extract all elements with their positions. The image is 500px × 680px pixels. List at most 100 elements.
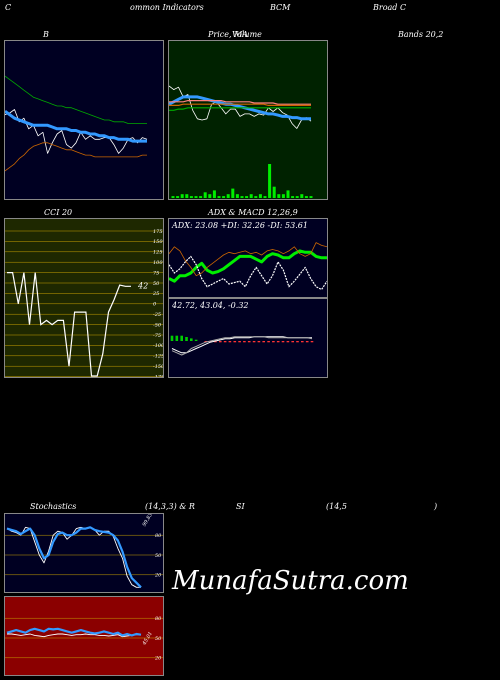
rsi-tick-label: 20 <box>154 656 162 662</box>
macd-signal-line <box>171 336 312 354</box>
stoch-series-1 <box>6 526 142 589</box>
macd-hist-bar <box>267 341 270 343</box>
cci-line <box>7 271 131 377</box>
rsi-last-label: 45.01 <box>141 631 154 647</box>
header-symbol: BCM <box>270 3 291 12</box>
cci-tick-label: -125 <box>153 354 163 360</box>
adx-panel: ADX: 23.08 +DI: 32.26 -DI: 53.61 <box>168 218 328 298</box>
macd-line <box>171 336 313 356</box>
macd-hist-bar <box>276 341 280 343</box>
volume-bar <box>212 190 216 198</box>
macd-hist-bar <box>305 341 309 343</box>
stoch-series-0 <box>6 526 141 588</box>
macd-hist-bar <box>310 341 314 343</box>
cci-tick-label: 125 <box>153 250 163 256</box>
macd-hist-bar <box>301 341 304 343</box>
adx-series-1 <box>169 242 327 277</box>
cci-tick-label: 75 <box>153 270 159 276</box>
cci-tick-label: 100 <box>153 260 163 266</box>
cci-tick-label: -75 <box>153 333 161 339</box>
price-series-2 <box>169 99 311 105</box>
macd-hist-bar <box>180 335 183 341</box>
cci-tick-label: 175 <box>153 229 163 235</box>
volume-bar <box>258 194 262 198</box>
rsi-tick-label: 50 <box>155 636 162 642</box>
macd-hist-bar <box>219 341 222 343</box>
macd-hist-bar <box>281 341 285 343</box>
adx-macd-title: ADX & MACD 12,26,9 <box>208 208 298 217</box>
volume-bar <box>277 194 281 198</box>
macd-hist-bar <box>194 339 198 341</box>
cci-tick-label: 25 <box>152 291 159 297</box>
bands-panel <box>4 40 164 200</box>
volume-bar <box>226 194 230 198</box>
volume-bar <box>300 194 304 198</box>
cci-tick-label: -50 <box>153 322 162 328</box>
volume-bar <box>281 194 285 198</box>
macd-hist-bar <box>296 341 299 343</box>
volume-bar <box>189 196 193 198</box>
macd-hist-bar <box>243 341 246 343</box>
stoch-last-label: 99.83 <box>142 514 154 528</box>
cci-chart: 175 150 125 100 75 50 25 0 -25 -50 -75 -100 -125 -150… <box>5 229 163 377</box>
cci-tick-label: 50 <box>153 281 160 287</box>
rsi-close-paren: ) <box>434 502 438 511</box>
macd-hist-bar <box>233 341 237 343</box>
volume-bar <box>240 196 244 198</box>
volume-bar <box>199 196 203 198</box>
volume-bar <box>180 194 184 198</box>
stoch-tick-label: 80 <box>155 533 162 539</box>
volume-bar <box>176 196 180 198</box>
macd-hist-bar <box>175 335 179 341</box>
stoch-tick-label: 50 <box>155 553 162 559</box>
volume-bar <box>245 196 249 198</box>
adx-values-label: ADX: 23.08 +DI: 32.26 -DI: 53.61 <box>171 221 308 230</box>
price-series-3 <box>169 103 311 107</box>
cci-tick-label: 150 <box>153 239 163 245</box>
price-series-1 <box>169 95 311 121</box>
macd-hist-bar <box>272 341 275 343</box>
price-chart <box>169 85 313 198</box>
macd-hist-bar <box>262 341 265 343</box>
adx-series-2 <box>169 255 327 291</box>
watermark: MunafaSutra.com <box>172 566 409 596</box>
stoch-params: (14,3,3) & R <box>145 502 195 511</box>
volume-bar <box>235 194 239 198</box>
price-panel <box>168 40 328 200</box>
volume-bar <box>291 196 295 198</box>
stoch-chart: 80 50 20 99.83 <box>5 514 163 589</box>
volume-bar <box>268 164 272 198</box>
cci-tick-label: 0 <box>153 302 157 308</box>
bands-series-0 <box>5 109 148 154</box>
macd-hist-bar <box>286 341 290 343</box>
rsi-series-0 <box>7 633 141 638</box>
rsi-series-1 <box>6 627 142 637</box>
cci-last-label: 42 <box>137 281 148 290</box>
volume-bar <box>194 196 198 198</box>
macd-hist-bar <box>247 341 251 343</box>
macd-hist-bar <box>252 341 256 343</box>
header-c: C <box>5 3 12 12</box>
rsi-title: SI <box>236 502 245 511</box>
stoch-panel: 80 50 20 99.83 <box>4 513 164 593</box>
macd-hist-bar <box>214 341 217 343</box>
volume-bar <box>222 196 226 198</box>
cci-tick-label: -175 <box>153 374 163 377</box>
rsi-params: (14,5 <box>326 502 347 511</box>
macd-hist-bar <box>228 341 232 343</box>
bands-left-title: B <box>43 30 49 39</box>
volume-bar <box>249 194 253 198</box>
rsi-panel: 80 50 20 45.01 <box>4 596 164 676</box>
stoch-title: Stochastics <box>30 502 77 511</box>
stoch-tick-label: 20 <box>154 573 162 579</box>
rsi-tick-label: 80 <box>155 616 162 622</box>
bands-series-1 <box>5 109 147 143</box>
header-indicators: ommon Indicators <box>130 3 204 12</box>
cci-title: CCI 20 <box>44 208 73 217</box>
bands-title: Bands 20,2 <box>398 30 444 39</box>
macd-hist-bar <box>257 341 261 343</box>
volume-bar <box>272 186 276 198</box>
bands-chart <box>5 75 148 172</box>
cci-tick-label: -150 <box>153 364 163 370</box>
